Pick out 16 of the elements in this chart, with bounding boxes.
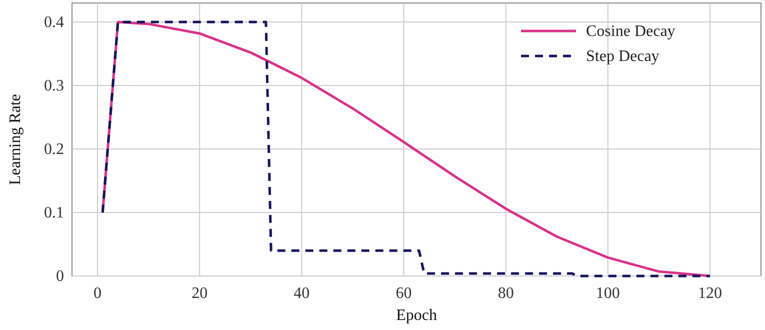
x-tick-label: 60: [396, 285, 412, 302]
x-tick-label: 120: [698, 285, 722, 302]
legend-label: Step Decay: [586, 48, 660, 65]
y-axis-title: Learning Rate: [7, 94, 24, 186]
y-tick-label: 0.3: [44, 78, 64, 95]
x-tick-label: 40: [294, 285, 310, 302]
y-tick-label: 0.4: [44, 14, 64, 32]
x-tick-label: 0: [94, 285, 102, 302]
y-tick-label: 0.2: [44, 141, 64, 158]
y-tick-label: 0.1: [44, 204, 64, 222]
x-tick-label: 20: [192, 285, 208, 302]
legend-label: Cosine Decay: [586, 23, 676, 40]
y-tick-label: 0: [56, 268, 64, 285]
x-tick-label: 100: [596, 285, 620, 302]
x-axis-title: Epoch: [396, 307, 437, 324]
x-tick-label: 80: [498, 285, 514, 302]
